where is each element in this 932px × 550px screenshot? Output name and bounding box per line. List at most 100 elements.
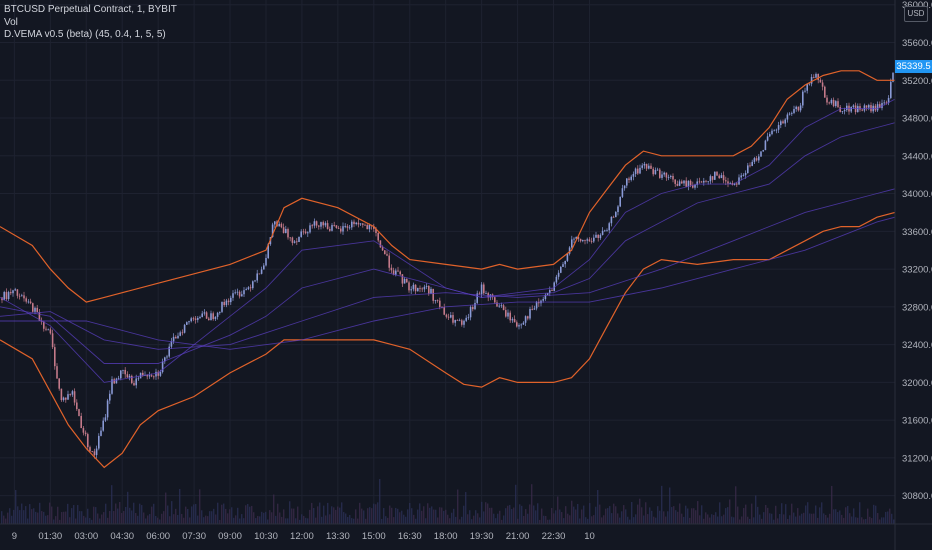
candle-body xyxy=(683,180,685,184)
candle-body xyxy=(128,375,131,378)
candle-body xyxy=(513,319,516,323)
volume-bar xyxy=(405,516,407,524)
volume-bar xyxy=(213,508,215,524)
legend-volume[interactable]: Vol xyxy=(4,16,18,28)
candle-body xyxy=(687,180,690,187)
candle-body xyxy=(566,253,569,261)
volume-bar xyxy=(719,502,721,524)
volume-bar xyxy=(107,517,109,524)
volume-bar xyxy=(23,510,25,524)
volume-bar xyxy=(537,503,539,524)
volume-bar xyxy=(349,515,351,524)
volume-bar xyxy=(757,506,759,524)
candle-body xyxy=(439,300,441,307)
candle-body xyxy=(260,269,263,274)
volume-bar xyxy=(525,509,527,524)
y-tick-label: 35200.0 xyxy=(902,76,932,87)
volume-bar xyxy=(149,514,151,524)
candle-body xyxy=(131,375,133,384)
volume-bar xyxy=(887,511,889,524)
volume-bar xyxy=(773,519,775,524)
legend-symbol[interactable]: BTCUSD Perpetual Contract, 1, BYBIT xyxy=(4,4,177,15)
candle-body xyxy=(443,307,445,315)
volume-bar xyxy=(569,515,571,524)
volume-bar xyxy=(689,517,691,524)
volume-bar xyxy=(647,514,649,524)
candle-body xyxy=(384,250,386,255)
price-axis[interactable]: 36000.0 35600.0 35200.0 34800.0 34400.0 34000… xyxy=(902,0,932,502)
volume-bar xyxy=(341,502,343,524)
volume-bar xyxy=(365,518,367,524)
volume-bar xyxy=(629,519,631,524)
volume-bar xyxy=(181,513,183,524)
candle-body xyxy=(722,175,725,181)
candle-body xyxy=(300,231,302,237)
candle-body xyxy=(727,181,729,184)
candle-body xyxy=(632,173,635,177)
x-tick-label: 21:00 xyxy=(506,531,530,542)
candle-body xyxy=(51,333,54,348)
candle-body xyxy=(87,434,89,448)
time-axis[interactable]: 9 01:30 03:00 04:30 06:00 07:30 09:00 10:30 12:0… xyxy=(12,531,595,542)
volume-bar xyxy=(489,507,491,524)
volume-bar xyxy=(797,508,799,524)
volume-bar xyxy=(425,518,427,524)
candle-body xyxy=(656,169,659,171)
volume-bar xyxy=(195,504,197,524)
volume-bar xyxy=(45,515,47,524)
volume-bar xyxy=(813,513,815,524)
volume-bar xyxy=(113,511,115,524)
volume-bar xyxy=(363,510,365,524)
volume-bar xyxy=(199,489,201,524)
candle-body xyxy=(628,178,630,180)
candle-body xyxy=(797,106,800,111)
volume-bar xyxy=(47,515,49,524)
volume-bar xyxy=(307,518,309,524)
volume-bar xyxy=(321,516,323,524)
candle-body xyxy=(795,106,797,110)
candle-body xyxy=(764,140,767,151)
candle-body xyxy=(828,102,830,104)
volume-bar xyxy=(299,519,301,524)
volume-bar xyxy=(655,517,657,524)
candle-body xyxy=(621,188,624,197)
candle-body xyxy=(313,221,316,226)
candle-body xyxy=(546,293,549,295)
volume-bar xyxy=(583,505,585,524)
volume-bar xyxy=(693,508,695,524)
volume-bar xyxy=(215,514,217,524)
candle-body xyxy=(456,320,459,321)
volume-bar xyxy=(715,512,717,524)
candle-body xyxy=(390,267,393,271)
volume-bar xyxy=(805,505,807,524)
volume-bar xyxy=(281,516,283,524)
candle-body xyxy=(348,227,351,229)
volume-bar xyxy=(461,516,463,524)
candle-body xyxy=(450,315,452,318)
volume-bar xyxy=(469,510,471,524)
currency-badge[interactable]: USD xyxy=(904,6,928,22)
volume-bar xyxy=(403,514,405,524)
volume-bar xyxy=(701,505,703,524)
candle-body xyxy=(98,435,100,449)
volume-bar xyxy=(447,514,449,524)
volume-bar xyxy=(9,508,11,524)
candle-body xyxy=(480,284,483,295)
candle-body xyxy=(179,332,181,336)
volume-bar xyxy=(61,512,63,524)
volume-bar xyxy=(29,504,31,524)
candle-body xyxy=(256,273,258,281)
candle-body xyxy=(584,240,586,241)
volume-bar xyxy=(713,514,715,524)
volume-bar xyxy=(331,506,333,524)
volume-bar xyxy=(11,515,13,524)
volume-bar xyxy=(105,503,107,524)
candle-body xyxy=(751,161,753,166)
volume-bar xyxy=(579,518,581,524)
legend-indicator[interactable]: D.VEMA v0.5 (beta) (45, 0.4, 1, 5, 5) xyxy=(4,29,166,40)
volume-bar xyxy=(571,500,573,524)
candle-body xyxy=(106,400,109,418)
candle-body xyxy=(214,316,217,320)
x-tick-label: 15:00 xyxy=(362,531,386,542)
